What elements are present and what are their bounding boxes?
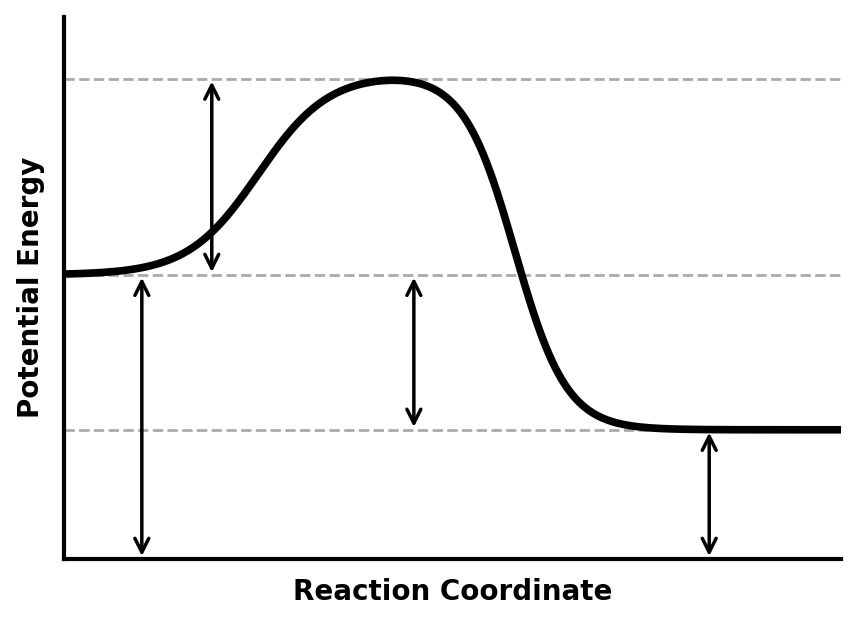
- X-axis label: Reaction Coordinate: Reaction Coordinate: [293, 578, 613, 606]
- Y-axis label: Potential Energy: Potential Energy: [16, 157, 45, 419]
